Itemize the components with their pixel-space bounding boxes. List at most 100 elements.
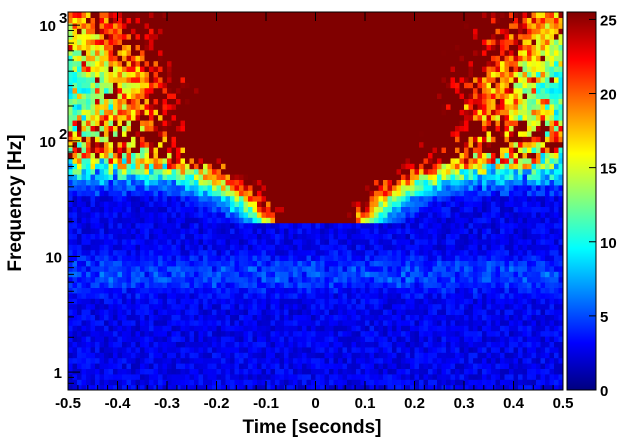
- heatmap-cell: [419, 276, 425, 283]
- heatmap-cell: [149, 341, 155, 348]
- heatmap-cell: [558, 157, 563, 164]
- heatmap-cell: [171, 179, 177, 186]
- heatmap-cell: [95, 282, 101, 288]
- heatmap-cell: [536, 309, 542, 315]
- heatmap-cell: [117, 271, 123, 278]
- heatmap-cell: [495, 206, 501, 213]
- heatmap-cell: [419, 330, 425, 337]
- heatmap-cell: [225, 233, 231, 240]
- heatmap-cell: [513, 298, 519, 305]
- heatmap-cell: [500, 222, 506, 229]
- heatmap-cell: [306, 282, 312, 288]
- heatmap-cell: [149, 287, 155, 294]
- heatmap-cell: [419, 195, 425, 202]
- heatmap-cell: [252, 228, 258, 234]
- heatmap-cell: [302, 368, 308, 375]
- heatmap-cell: [549, 190, 555, 197]
- heatmap-cell: [203, 206, 209, 213]
- heatmap-cell: [311, 201, 317, 207]
- heatmap-cell: [198, 147, 204, 153]
- heatmap-cell: [495, 292, 501, 299]
- heatmap-cell: [554, 174, 560, 180]
- heatmap-cell: [554, 319, 560, 326]
- heatmap-cell: [351, 168, 357, 175]
- heatmap-cell: [423, 265, 429, 272]
- heatmap-cell: [72, 184, 78, 191]
- heatmap-cell: [491, 157, 497, 164]
- heatmap-cell: [450, 314, 456, 321]
- heatmap-cell: [185, 201, 191, 207]
- heatmap-cell: [72, 147, 78, 153]
- heatmap-cell: [122, 174, 128, 180]
- heatmap-cell: [441, 303, 447, 310]
- heatmap-cell: [95, 368, 101, 375]
- heatmap-cell: [333, 357, 339, 364]
- heatmap-cell: [198, 330, 204, 337]
- heatmap-cell: [527, 341, 533, 348]
- heatmap-cell: [324, 373, 330, 380]
- heatmap-cell: [171, 341, 177, 348]
- heatmap-cell: [180, 325, 186, 332]
- heatmap-cell: [243, 222, 249, 229]
- heatmap-cell: [122, 222, 128, 229]
- heatmap-cell: [513, 341, 519, 348]
- heatmap-cell: [117, 373, 123, 380]
- heatmap-cell: [68, 217, 74, 224]
- heatmap-cell: [369, 282, 375, 288]
- heatmap-cell: [90, 168, 96, 175]
- heatmap-cell: [144, 211, 150, 218]
- heatmap-cell: [405, 368, 411, 375]
- heatmap-cell: [428, 319, 434, 326]
- heatmap-cell: [369, 184, 375, 191]
- heatmap-cell: [459, 363, 465, 369]
- heatmap-cell: [558, 363, 563, 369]
- heatmap-cell: [558, 346, 563, 353]
- heatmap-cell: [504, 384, 510, 390]
- heatmap-cell: [329, 195, 335, 202]
- heatmap-cell: [315, 168, 321, 175]
- heatmap-cell: [333, 314, 339, 321]
- heatmap-cell: [347, 222, 353, 229]
- heatmap-cell: [513, 206, 519, 213]
- heatmap-cell: [180, 298, 186, 305]
- heatmap-cell: [81, 228, 87, 234]
- heatmap-cell: [531, 211, 537, 218]
- heatmap-cell: [198, 314, 204, 321]
- heatmap-cell: [540, 163, 546, 170]
- heatmap-cell: [374, 228, 380, 234]
- heatmap-cell: [311, 238, 317, 245]
- heatmap-cell: [162, 184, 168, 191]
- heatmap-cell: [266, 190, 272, 197]
- heatmap-cell: [500, 292, 506, 299]
- heatmap-cell: [437, 255, 443, 261]
- heatmap-cell: [171, 195, 177, 202]
- heatmap-cell: [351, 271, 357, 278]
- heatmap-cell: [383, 287, 389, 294]
- heatmap-cell: [81, 157, 87, 164]
- heatmap-cell: [324, 282, 330, 288]
- heatmap-cell: [549, 341, 555, 348]
- heatmap-cell: [144, 276, 150, 283]
- heatmap-cell: [351, 346, 357, 353]
- heatmap-cell: [509, 217, 515, 224]
- heatmap-cell: [441, 363, 447, 369]
- heatmap-cell: [117, 157, 123, 164]
- heatmap-cell: [383, 346, 389, 353]
- heatmap-cell: [509, 292, 515, 299]
- heatmap-cell: [342, 206, 348, 213]
- heatmap-cell: [486, 346, 492, 353]
- heatmap-cell: [518, 163, 524, 170]
- heatmap-cell: [518, 325, 524, 332]
- heatmap-cell: [81, 303, 87, 310]
- heatmap-cell: [495, 309, 501, 315]
- heatmap-cell: [108, 152, 114, 159]
- heatmap-cell: [342, 228, 348, 234]
- heatmap-cell: [500, 287, 506, 294]
- heatmap-cell: [243, 152, 249, 159]
- heatmap-cell: [477, 265, 483, 272]
- heatmap-cell: [468, 163, 474, 170]
- heatmap-cell: [365, 325, 371, 332]
- heatmap-cell: [212, 373, 218, 380]
- heatmap-cell: [189, 168, 195, 175]
- heatmap-cell: [378, 309, 384, 315]
